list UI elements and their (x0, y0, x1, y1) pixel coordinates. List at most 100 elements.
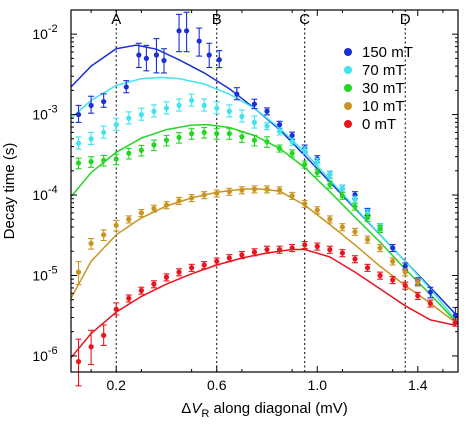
data-point (276, 128, 283, 134)
x-axis-title: ΔVR along diagonal (mV) (181, 400, 347, 420)
data-point (101, 232, 107, 238)
data-point (314, 159, 320, 165)
data-point (352, 229, 358, 235)
data-point (101, 98, 107, 105)
series-points-4 (75, 241, 459, 387)
data-point (377, 272, 383, 279)
data-point (314, 207, 320, 213)
data-point (289, 132, 295, 139)
data-point (153, 52, 160, 58)
data-point (151, 281, 157, 287)
data-point (276, 246, 283, 253)
data-point (163, 202, 170, 208)
data-point (176, 102, 182, 109)
data-point (113, 122, 119, 128)
legend-label-2: 30 mT (362, 80, 405, 97)
data-point (138, 287, 144, 294)
legend-label-0: 150 mT (362, 44, 413, 61)
data-point (161, 57, 167, 64)
legend-marker-3 (344, 102, 352, 110)
data-point (390, 258, 396, 264)
data-point (126, 216, 132, 222)
x-tick-label: 1.4 (408, 377, 428, 393)
data-point (276, 122, 283, 128)
data-point (327, 246, 333, 253)
data-point (123, 84, 129, 90)
data-point (201, 262, 207, 268)
legend-marker-2 (344, 84, 352, 92)
x-tick-label: 0.6 (207, 377, 227, 393)
data-point (427, 289, 433, 295)
data-point (176, 269, 182, 275)
data-point (264, 186, 270, 192)
legend-label-1: 70 mT (362, 62, 405, 79)
data-point (126, 115, 132, 121)
fit-curve-3 (70, 187, 456, 324)
data-point (415, 293, 421, 299)
data-point (364, 215, 371, 221)
data-point (327, 171, 333, 178)
legend-marker-4 (344, 120, 352, 128)
data-point (452, 312, 459, 318)
y-tick-label: 10-5 (32, 264, 57, 283)
data-point (201, 102, 207, 109)
data-point (251, 137, 258, 143)
data-point (126, 150, 132, 156)
y-axis-title: Decay time (s) (1, 143, 18, 240)
plot-frame (70, 9, 459, 373)
data-point (314, 169, 320, 176)
data-point (264, 108, 270, 114)
data-point (390, 245, 396, 251)
data-point (176, 134, 182, 141)
data-point (289, 193, 295, 199)
data-point (226, 108, 232, 114)
y-tick-label: 10-2 (32, 23, 57, 42)
data-point (402, 282, 408, 289)
data-point (214, 258, 220, 264)
data-point (151, 142, 157, 148)
data-point (113, 222, 119, 228)
data-point (302, 242, 308, 248)
data-point (163, 274, 170, 280)
data-point (352, 196, 358, 203)
data-point (289, 245, 295, 251)
x-axis-title-var: V (191, 400, 203, 417)
data-point (176, 198, 182, 204)
data-point (276, 145, 283, 151)
y-tick-label: 10-4 (32, 184, 57, 203)
data-point (189, 195, 195, 201)
series-points-1 (75, 93, 384, 232)
data-point (183, 28, 190, 34)
data-point (427, 300, 433, 306)
data-point (189, 265, 195, 271)
data-point (143, 55, 149, 61)
legend-marker-0 (344, 48, 352, 56)
data-point (226, 255, 232, 261)
data-point (214, 105, 220, 111)
data-point (138, 147, 144, 153)
data-point (163, 105, 170, 111)
data-point (151, 108, 157, 114)
data-point (88, 240, 94, 247)
data-point (327, 216, 333, 222)
data-point (201, 129, 207, 136)
data-point (75, 358, 82, 365)
data-point (276, 187, 283, 193)
reference-label-B: B (212, 11, 222, 28)
data-point (138, 111, 144, 118)
data-point (75, 111, 82, 118)
data-point (364, 265, 371, 271)
data-point (302, 147, 308, 153)
data-point (234, 91, 240, 97)
reference-label-C: C (299, 11, 310, 28)
data-point (339, 186, 346, 192)
reference-label-D: D (400, 11, 411, 28)
x-axis-title-sub: R (201, 408, 209, 420)
data-point (239, 252, 245, 258)
data-point (226, 189, 232, 195)
data-point (264, 139, 270, 145)
data-point (189, 131, 195, 137)
data-point (126, 295, 132, 301)
legend-label-4: 0 mT (362, 116, 396, 133)
data-point (101, 332, 107, 338)
